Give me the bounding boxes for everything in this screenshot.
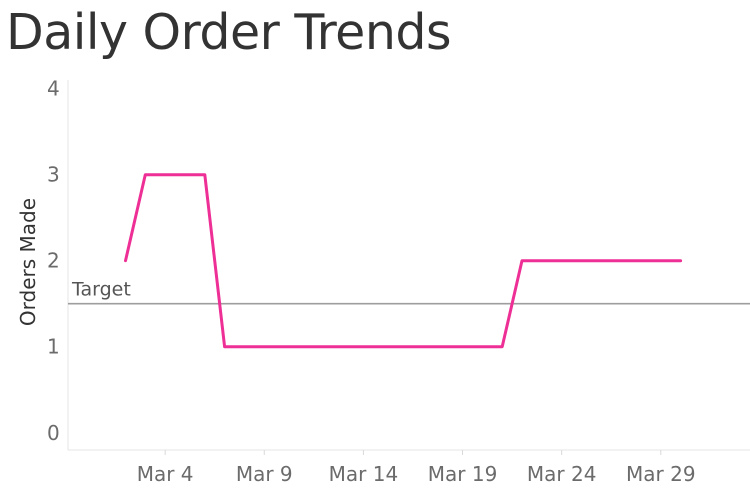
x-tick-label: Mar 9 bbox=[236, 462, 293, 486]
orders-series-line bbox=[124, 173, 683, 349]
y-tick-label: 1 bbox=[47, 335, 60, 359]
x-axis-ticks: Mar 4 Mar 9 Mar 14 Mar 19 Mar 24 Mar 29 bbox=[137, 450, 696, 486]
y-axis-title: Orders Made bbox=[16, 198, 40, 326]
reference-line-group: Target bbox=[68, 279, 750, 305]
target-reference-label: Target bbox=[71, 279, 131, 301]
y-tick-label: 2 bbox=[47, 249, 60, 273]
x-tick-label: Mar 14 bbox=[329, 462, 399, 486]
x-tick-label: Mar 29 bbox=[626, 462, 696, 486]
series-group bbox=[124, 173, 683, 349]
x-tick-label: Mar 24 bbox=[527, 462, 597, 486]
chart-title: Daily Order Trends bbox=[6, 4, 452, 61]
y-tick-label: 0 bbox=[47, 421, 60, 445]
x-tick-label: Mar 4 bbox=[137, 462, 194, 486]
y-tick-label: 4 bbox=[47, 77, 60, 101]
y-tick-label: 3 bbox=[47, 163, 60, 187]
x-tick-label: Mar 19 bbox=[428, 462, 498, 486]
y-axis-ticks: 0 1 2 3 4 bbox=[47, 77, 60, 445]
